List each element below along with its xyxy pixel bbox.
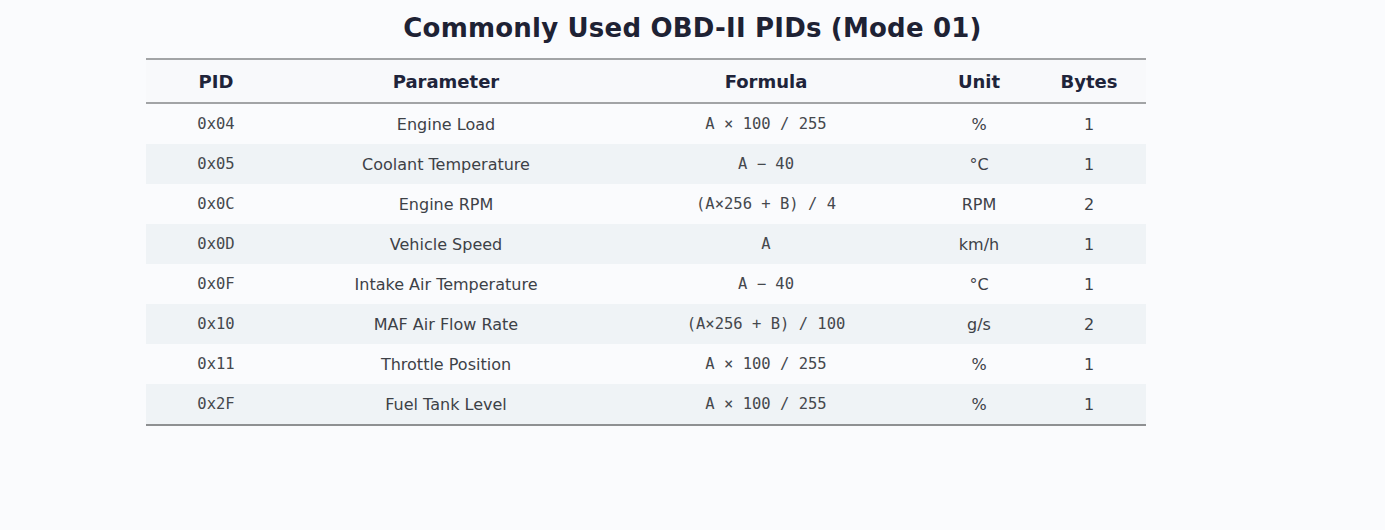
table-row: 0x0DVehicle SpeedAkm/h1	[146, 224, 1146, 264]
table-row: 0x11Throttle PositionA × 100 / 255%1	[146, 344, 1146, 384]
table-body: 0x04Engine LoadA × 100 / 255%10x05Coolan…	[146, 103, 1146, 425]
cell-unit: %	[926, 384, 1032, 425]
cell-parameter: Intake Air Temperature	[286, 264, 606, 304]
cell-parameter: Vehicle Speed	[286, 224, 606, 264]
cell-unit: RPM	[926, 184, 1032, 224]
cell-bytes: 1	[1032, 103, 1146, 144]
table-row: 0x10MAF Air Flow Rate(A×256 + B) / 100g/…	[146, 304, 1146, 344]
cell-formula: A	[606, 224, 926, 264]
cell-pid: 0x0F	[146, 264, 286, 304]
cell-formula: A − 40	[606, 264, 926, 304]
cell-bytes: 2	[1032, 304, 1146, 344]
table-row: 0x0FIntake Air TemperatureA − 40°C1	[146, 264, 1146, 304]
cell-unit: °C	[926, 144, 1032, 184]
cell-formula: (A×256 + B) / 100	[606, 304, 926, 344]
cell-bytes: 1	[1032, 264, 1146, 304]
cell-parameter: Throttle Position	[286, 344, 606, 384]
cell-pid: 0x05	[146, 144, 286, 184]
column-header-pid: PID	[146, 59, 286, 103]
cell-pid: 0x0D	[146, 224, 286, 264]
cell-unit: km/h	[926, 224, 1032, 264]
obd-pid-table: PID Parameter Formula Unit Bytes 0x04Eng…	[146, 58, 1146, 426]
cell-pid: 0x04	[146, 103, 286, 144]
table-header: PID Parameter Formula Unit Bytes	[146, 59, 1146, 103]
cell-formula: A × 100 / 255	[606, 384, 926, 425]
cell-bytes: 1	[1032, 384, 1146, 425]
table-row: 0x05Coolant TemperatureA − 40°C1	[146, 144, 1146, 184]
cell-formula: A × 100 / 255	[606, 103, 926, 144]
table-row: 0x0CEngine RPM(A×256 + B) / 4RPM2	[146, 184, 1146, 224]
table-row: 0x2FFuel Tank LevelA × 100 / 255%1	[146, 384, 1146, 425]
cell-unit: g/s	[926, 304, 1032, 344]
cell-parameter: Engine RPM	[286, 184, 606, 224]
cell-parameter: Fuel Tank Level	[286, 384, 606, 425]
page-title: Commonly Used OBD-II PIDs (Mode 01)	[0, 0, 1385, 44]
cell-parameter: MAF Air Flow Rate	[286, 304, 606, 344]
cell-pid: 0x0C	[146, 184, 286, 224]
cell-parameter: Coolant Temperature	[286, 144, 606, 184]
table-row: 0x04Engine LoadA × 100 / 255%1	[146, 103, 1146, 144]
column-header-bytes: Bytes	[1032, 59, 1146, 103]
column-header-unit: Unit	[926, 59, 1032, 103]
cell-bytes: 2	[1032, 184, 1146, 224]
cell-pid: 0x11	[146, 344, 286, 384]
cell-pid: 0x10	[146, 304, 286, 344]
cell-formula: A × 100 / 255	[606, 344, 926, 384]
cell-pid: 0x2F	[146, 384, 286, 425]
cell-bytes: 1	[1032, 224, 1146, 264]
column-header-formula: Formula	[606, 59, 926, 103]
cell-unit: °C	[926, 264, 1032, 304]
cell-unit: %	[926, 103, 1032, 144]
cell-formula: A − 40	[606, 144, 926, 184]
cell-unit: %	[926, 344, 1032, 384]
cell-formula: (A×256 + B) / 4	[606, 184, 926, 224]
column-header-parameter: Parameter	[286, 59, 606, 103]
cell-parameter: Engine Load	[286, 103, 606, 144]
cell-bytes: 1	[1032, 144, 1146, 184]
table-header-row: PID Parameter Formula Unit Bytes	[146, 59, 1146, 103]
cell-bytes: 1	[1032, 344, 1146, 384]
